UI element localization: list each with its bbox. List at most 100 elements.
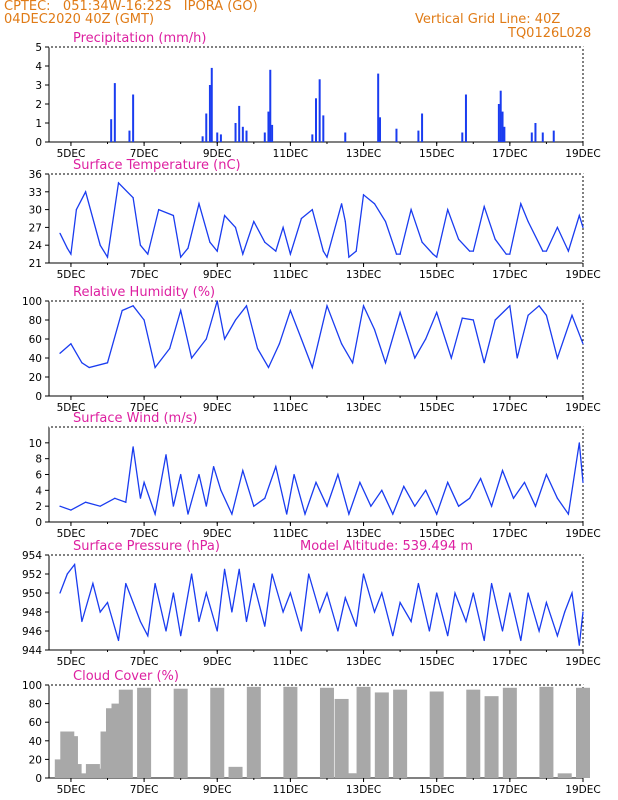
data-point [567, 250, 569, 252]
x-tick-label: 17DEC [492, 148, 527, 160]
data-point [545, 473, 548, 476]
x-tick-label: 17DEC [492, 528, 527, 540]
data-point [348, 256, 350, 258]
data-bar [208, 85, 211, 142]
data-point [180, 473, 182, 476]
data-point [545, 601, 548, 604]
data-point [362, 194, 365, 196]
x-tick-label: 15DEC [419, 656, 454, 668]
data-point [362, 573, 365, 575]
data-point [308, 573, 310, 575]
data-point [271, 573, 273, 575]
data-bar [502, 687, 517, 778]
data-point [264, 625, 266, 627]
data-point [384, 362, 387, 364]
data-point [234, 226, 237, 228]
panel-title: Cloud Cover (%) [73, 669, 179, 684]
data-bar [393, 689, 408, 778]
data-point [410, 620, 412, 623]
data-point [450, 357, 452, 359]
x-tick-label: 7DEC [130, 269, 159, 281]
y-tick-label: 24 [29, 240, 43, 252]
x-tick-label: 15DEC [419, 269, 454, 281]
x-tick-label: 19DEC [565, 269, 600, 281]
data-point [147, 253, 149, 255]
data-point [242, 253, 244, 255]
panel-title: Surface Wind (m/s) [73, 411, 197, 426]
data-bar [318, 79, 321, 142]
data-point [84, 501, 87, 503]
y-tick-label: 0 [35, 391, 42, 403]
data-point [483, 206, 485, 208]
data-point [66, 573, 68, 575]
data-point [304, 513, 306, 515]
data-bar [216, 132, 219, 142]
data-point [88, 366, 90, 369]
x-tick-label: 13DEC [346, 784, 381, 796]
x-tick-label: 7DEC [130, 656, 159, 668]
data-point [501, 469, 504, 472]
data-point [315, 481, 317, 484]
data-point [326, 592, 328, 594]
data-point [205, 505, 207, 507]
y-tick-label: 3 [35, 80, 42, 92]
data-point [278, 343, 281, 345]
data-point [132, 601, 134, 604]
data-bar [267, 111, 270, 142]
data-point [436, 256, 438, 258]
y-tick-label: 8 [35, 454, 42, 466]
x-tick-label: 11DEC [273, 148, 308, 160]
data-point [70, 253, 72, 255]
data-point [556, 357, 558, 359]
data-point [205, 338, 207, 340]
data-bar [219, 134, 222, 142]
data-point [216, 300, 218, 302]
data-point [534, 505, 537, 507]
data-point [472, 592, 474, 594]
y-tick-label: 2 [35, 99, 42, 111]
y-tick-label: 20 [29, 372, 42, 384]
data-point [527, 220, 529, 223]
data-point [114, 497, 116, 499]
data-point [132, 446, 134, 448]
data-point [311, 366, 313, 369]
header-line1: CPTEC: 051:34W-16:22S IPORA (GO) [4, 0, 258, 14]
data-point [472, 250, 474, 252]
x-tick-label: 5DEC [57, 528, 86, 540]
data-point [348, 513, 350, 515]
data-point [490, 505, 493, 507]
data-point [355, 625, 357, 627]
data-point [234, 319, 237, 321]
data-point [578, 214, 580, 217]
x-tick-label: 9DEC [203, 784, 232, 796]
data-point [169, 347, 171, 350]
x-tick-label: 13DEC [346, 656, 381, 668]
data-point [447, 209, 449, 211]
data-point [326, 305, 328, 307]
data-point [359, 481, 361, 484]
data-point [172, 592, 174, 594]
data-point [59, 505, 61, 507]
data-bar [541, 132, 544, 142]
data-point [399, 253, 401, 255]
x-tick-label: 5DEC [57, 656, 86, 668]
data-bar [395, 128, 398, 142]
data-bar [421, 113, 424, 142]
data-point [143, 481, 145, 484]
data-point [59, 232, 61, 234]
data-bar [461, 132, 464, 142]
data-point [355, 250, 357, 252]
y-tick-label: 1 [35, 118, 42, 130]
data-point [172, 214, 174, 217]
data-point [494, 238, 496, 240]
data-point [66, 247, 68, 249]
data-point [147, 635, 149, 637]
data-point [300, 630, 302, 632]
y-tick-label: 6 [35, 470, 42, 482]
data-bar [228, 766, 243, 778]
data-bar [501, 111, 504, 142]
data-point [461, 317, 463, 319]
data-bar [347, 773, 362, 778]
x-tick-label: 5DEC [57, 784, 86, 796]
